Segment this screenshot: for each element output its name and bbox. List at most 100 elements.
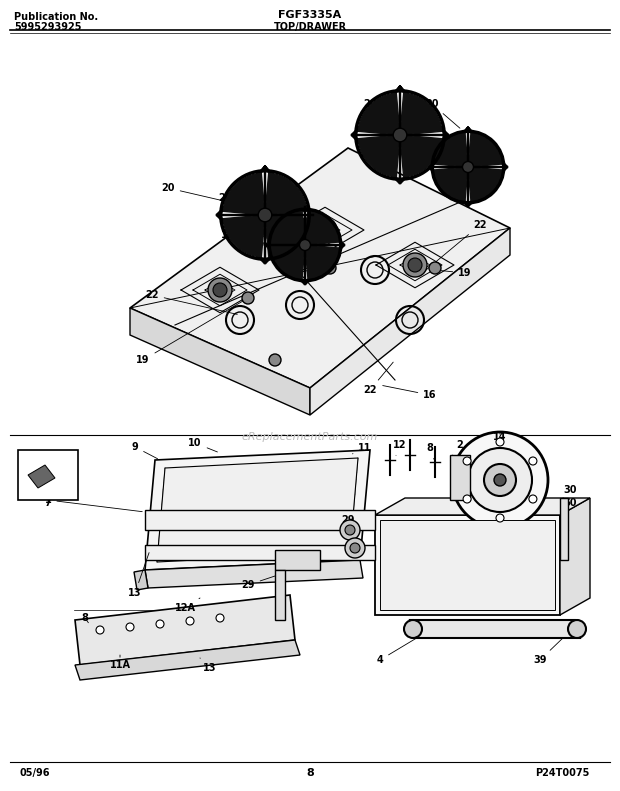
Circle shape (242, 292, 254, 304)
Polygon shape (134, 570, 148, 590)
Text: 22: 22 (363, 362, 393, 395)
Polygon shape (450, 455, 470, 500)
Polygon shape (410, 620, 580, 638)
Circle shape (463, 457, 471, 465)
Circle shape (268, 218, 292, 242)
Polygon shape (358, 93, 400, 135)
Text: 8: 8 (306, 768, 314, 778)
Polygon shape (130, 308, 310, 415)
Text: 13: 13 (200, 658, 217, 673)
Text: 20: 20 (161, 183, 247, 206)
Polygon shape (271, 245, 305, 279)
Circle shape (350, 543, 360, 553)
Circle shape (313, 218, 337, 242)
Polygon shape (265, 173, 307, 215)
Polygon shape (157, 458, 358, 562)
Circle shape (529, 495, 537, 503)
Circle shape (126, 623, 134, 631)
Circle shape (340, 520, 360, 540)
Circle shape (186, 617, 194, 625)
Circle shape (393, 128, 407, 142)
Polygon shape (400, 93, 442, 135)
Circle shape (452, 432, 548, 528)
Polygon shape (434, 133, 468, 167)
Circle shape (484, 464, 516, 496)
Text: 12A: 12A (174, 598, 200, 613)
Text: 39: 39 (533, 638, 563, 665)
Text: 05/96: 05/96 (20, 768, 50, 778)
Text: 9: 9 (131, 442, 157, 459)
Polygon shape (223, 215, 265, 257)
Bar (18, 450, 78, 500)
Text: FGF3335A: FGF3335A (278, 10, 342, 20)
Text: Publication No.: Publication No. (14, 12, 98, 22)
Circle shape (494, 474, 506, 486)
Text: 12: 12 (393, 440, 407, 456)
Polygon shape (275, 550, 320, 570)
Circle shape (213, 283, 227, 297)
Text: 1: 1 (45, 495, 142, 512)
Text: 11A: 11A (110, 655, 130, 670)
Text: 60: 60 (563, 498, 577, 528)
Polygon shape (400, 135, 442, 177)
Circle shape (299, 240, 311, 251)
Polygon shape (28, 465, 55, 488)
Text: 16: 16 (383, 385, 436, 400)
Text: 22: 22 (422, 220, 487, 273)
Polygon shape (305, 211, 339, 245)
Text: 20: 20 (425, 99, 460, 128)
Polygon shape (468, 167, 502, 201)
Text: 14: 14 (494, 432, 507, 442)
Circle shape (273, 223, 287, 237)
Circle shape (408, 258, 422, 272)
Polygon shape (468, 133, 502, 167)
Circle shape (463, 161, 474, 172)
Polygon shape (75, 595, 295, 665)
Text: 8: 8 (427, 443, 434, 460)
Polygon shape (145, 450, 370, 570)
Text: 29: 29 (241, 576, 275, 590)
Text: 19: 19 (221, 230, 322, 261)
Text: 30: 30 (563, 485, 577, 498)
Polygon shape (310, 228, 510, 415)
Text: 5995293925: 5995293925 (14, 22, 81, 32)
Circle shape (496, 438, 504, 446)
Text: 8: 8 (82, 613, 89, 623)
Circle shape (403, 253, 427, 277)
Circle shape (324, 262, 336, 274)
Polygon shape (145, 545, 375, 560)
Polygon shape (130, 148, 510, 388)
Polygon shape (223, 173, 265, 215)
Polygon shape (305, 245, 339, 279)
Circle shape (529, 457, 537, 465)
Text: 29: 29 (341, 515, 355, 530)
Text: 4: 4 (376, 631, 428, 665)
Polygon shape (560, 498, 568, 560)
Polygon shape (275, 570, 285, 620)
Text: 22: 22 (145, 290, 237, 314)
Polygon shape (434, 167, 468, 201)
Circle shape (429, 262, 441, 274)
Text: eReplacementParts.com: eReplacementParts.com (242, 432, 378, 442)
Circle shape (318, 223, 332, 237)
Circle shape (496, 514, 504, 522)
Circle shape (345, 525, 355, 535)
Polygon shape (375, 498, 590, 515)
Circle shape (568, 620, 586, 638)
Text: 13: 13 (128, 553, 149, 598)
Polygon shape (380, 520, 555, 610)
Polygon shape (358, 135, 400, 177)
Polygon shape (75, 640, 300, 680)
Circle shape (345, 538, 365, 558)
Circle shape (468, 448, 532, 512)
Text: 10: 10 (188, 438, 218, 452)
Polygon shape (145, 510, 375, 530)
Circle shape (463, 495, 471, 503)
Circle shape (96, 626, 104, 634)
Text: 11: 11 (353, 443, 372, 454)
Text: TOP/DRAWER: TOP/DRAWER (273, 22, 347, 32)
Polygon shape (375, 515, 560, 615)
Circle shape (208, 278, 232, 302)
Circle shape (216, 614, 224, 622)
Text: P24T0075: P24T0075 (536, 768, 590, 778)
